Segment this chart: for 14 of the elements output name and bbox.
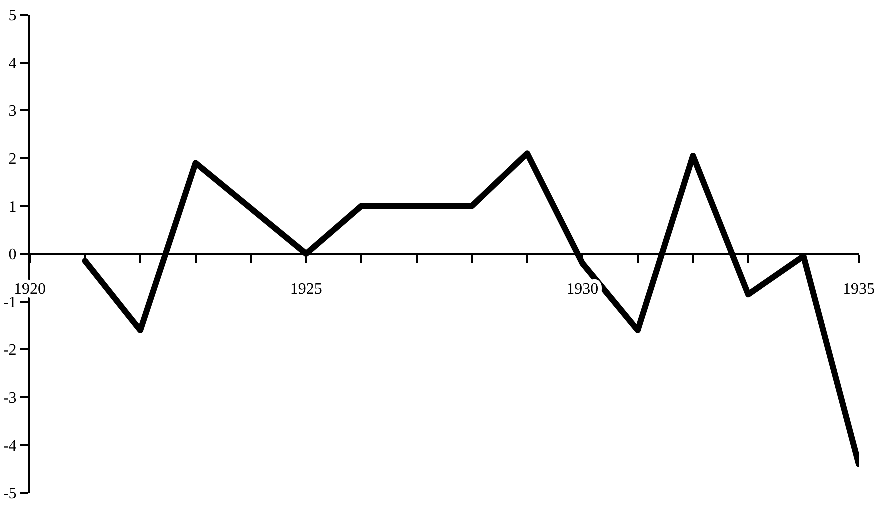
x-tick-label: 1930 bbox=[566, 281, 599, 298]
y-tick-label: -3 bbox=[3, 390, 17, 407]
y-tick-label: 0 bbox=[8, 246, 17, 264]
y-tick-label: -4 bbox=[3, 438, 17, 455]
x-tick-label: 1925 bbox=[290, 281, 322, 298]
y-tick-label: -1 bbox=[3, 294, 17, 312]
y-tick-label: 5 bbox=[8, 8, 17, 25]
y-tick-label: 4 bbox=[8, 55, 17, 72]
y-tick-label: 1 bbox=[8, 198, 17, 216]
y-tick-label: -2 bbox=[3, 342, 17, 360]
y-tick-label: 2 bbox=[8, 151, 17, 168]
y-tick-label: 3 bbox=[8, 103, 17, 120]
x-tick-label: 1935 bbox=[843, 281, 875, 298]
y-tick-label: -5 bbox=[3, 486, 17, 503]
